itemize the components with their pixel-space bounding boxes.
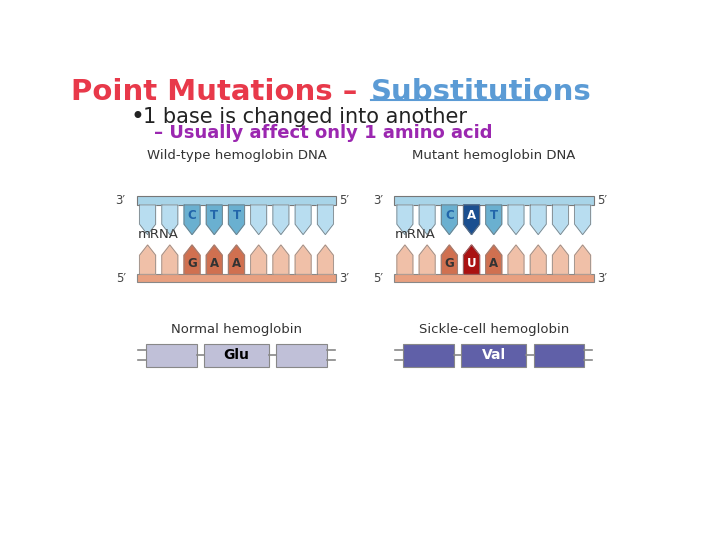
Text: U: U (467, 256, 477, 269)
Text: T: T (210, 209, 218, 222)
Polygon shape (162, 245, 178, 274)
Text: 3′: 3′ (116, 194, 126, 207)
Text: A: A (467, 209, 476, 222)
Polygon shape (464, 205, 480, 234)
Text: 5′: 5′ (116, 272, 126, 285)
Text: C: C (188, 209, 197, 222)
Polygon shape (295, 205, 311, 234)
Polygon shape (318, 205, 333, 234)
Text: Substitutions: Substitutions (371, 78, 591, 106)
Polygon shape (552, 245, 568, 274)
Polygon shape (251, 245, 266, 274)
Polygon shape (228, 205, 245, 234)
Polygon shape (575, 245, 590, 274)
Text: T: T (233, 209, 240, 222)
Text: G: G (187, 256, 197, 269)
Text: C: C (445, 209, 454, 222)
Polygon shape (397, 245, 413, 274)
Polygon shape (552, 205, 568, 234)
Polygon shape (530, 205, 546, 234)
Text: A: A (210, 256, 219, 269)
Polygon shape (273, 205, 289, 234)
Polygon shape (486, 245, 502, 274)
Polygon shape (251, 205, 266, 234)
Text: 3′: 3′ (597, 272, 607, 285)
Text: – Usually affect only 1 amino acid: – Usually affect only 1 amino acid (153, 124, 492, 141)
Polygon shape (184, 245, 200, 274)
Text: Val: Val (482, 348, 506, 362)
Bar (137, 274, 336, 282)
Text: Wild-type hemoglobin DNA: Wild-type hemoglobin DNA (147, 149, 326, 162)
Bar (403, 343, 454, 367)
Text: 3′: 3′ (373, 194, 383, 207)
Polygon shape (575, 205, 590, 234)
Text: 5′: 5′ (340, 194, 349, 207)
Text: mRNA: mRNA (395, 228, 436, 241)
Polygon shape (419, 245, 435, 274)
Bar (137, 197, 336, 205)
Polygon shape (228, 245, 245, 274)
Polygon shape (464, 245, 480, 274)
Text: A: A (232, 256, 241, 269)
Bar (394, 274, 594, 282)
Bar (276, 343, 327, 367)
Polygon shape (486, 205, 502, 234)
Polygon shape (162, 205, 178, 234)
Polygon shape (206, 205, 222, 234)
Text: 3′: 3′ (340, 272, 349, 285)
Polygon shape (441, 205, 457, 234)
Bar (145, 343, 197, 367)
Bar (461, 343, 526, 367)
Text: •: • (130, 105, 144, 129)
Polygon shape (295, 245, 311, 274)
Text: Mutant hemoglobin DNA: Mutant hemoglobin DNA (412, 149, 575, 162)
Text: mRNA: mRNA (138, 228, 179, 241)
Text: G: G (444, 256, 454, 269)
Polygon shape (184, 205, 200, 234)
Bar (534, 343, 585, 367)
Polygon shape (140, 205, 156, 234)
Text: 5′: 5′ (597, 194, 607, 207)
Text: 5′: 5′ (373, 272, 383, 285)
Polygon shape (441, 245, 457, 274)
Bar (394, 197, 594, 205)
Text: T: T (490, 209, 498, 222)
Polygon shape (508, 205, 524, 234)
Text: Glu: Glu (223, 348, 249, 362)
Polygon shape (508, 245, 524, 274)
Polygon shape (419, 205, 435, 234)
Polygon shape (318, 245, 333, 274)
Polygon shape (397, 205, 413, 234)
Text: Sickle-cell hemoglobin: Sickle-cell hemoglobin (418, 323, 569, 336)
Polygon shape (140, 245, 156, 274)
Text: A: A (489, 256, 498, 269)
Text: Normal hemoglobin: Normal hemoglobin (171, 323, 302, 336)
Text: Point Mutations –: Point Mutations – (71, 78, 367, 106)
Text: 1 base is changed into another: 1 base is changed into another (143, 107, 467, 127)
Polygon shape (530, 245, 546, 274)
Polygon shape (273, 245, 289, 274)
Bar (204, 343, 269, 367)
Polygon shape (206, 245, 222, 274)
